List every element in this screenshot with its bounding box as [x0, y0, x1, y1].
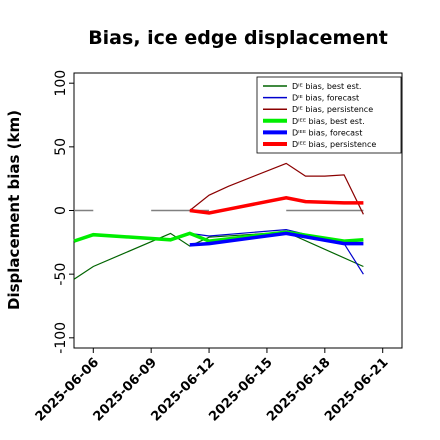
y-axis-label: Displacement bias (km): [5, 110, 23, 310]
x-axis: 2025-06-062025-06-092025-06-122025-06-15…: [33, 348, 392, 425]
y-tick-label: 50: [53, 138, 69, 156]
y-tick-label: 0: [53, 206, 69, 215]
legend-label: Dᴵᴱ bias, forecast: [292, 94, 359, 103]
series-line-4: [73, 230, 364, 243]
legend-label: Dᴵᴱᴱ bias, forecast: [292, 128, 362, 137]
legend-box: [256, 76, 402, 154]
y-tick-label: 100: [53, 70, 69, 97]
series-line-6: [189, 196, 364, 215]
series-lines: [73, 162, 364, 280]
legend-label: Dᴵᴱᴱ bias, best est.: [292, 117, 365, 126]
legend-label: Dᴵᴱ bias, best est.: [292, 82, 361, 91]
y-tick-label: -100: [53, 322, 69, 354]
series-line-2: [189, 228, 364, 275]
legend-label: Dᴵᴱᴱ bias, persistence: [292, 140, 376, 149]
chart-title: Bias, ice edge displacement: [88, 27, 388, 49]
legend: Dᴵᴱ bias, best est. Dᴵᴱ bias, forecast Dᴵᴱ…: [256, 76, 402, 154]
series-line-3: [189, 162, 364, 215]
legend-label: Dᴵᴱ bias, persistence: [292, 105, 373, 114]
y-axis: 100 50 0 -50 -100: [53, 70, 74, 354]
series-line-5: [189, 231, 364, 247]
y-tick-label: -50: [53, 263, 69, 286]
